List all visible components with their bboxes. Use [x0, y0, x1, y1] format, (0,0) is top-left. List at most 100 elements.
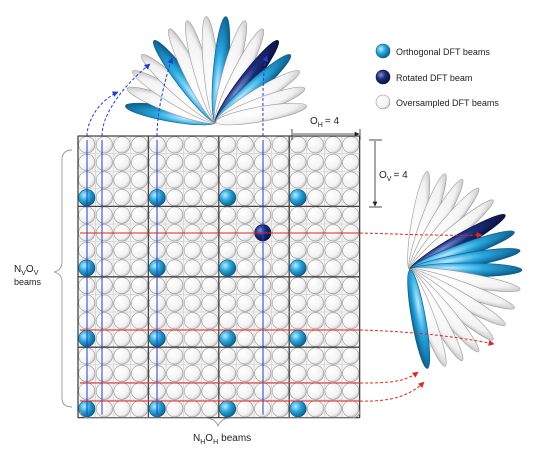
orthogonal-beam-dot: [289, 329, 307, 347]
oversampled-beam-dot: [271, 365, 289, 383]
nhoh-brace: NHOH beams: [79, 409, 361, 446]
oversampled-beam-dot: [201, 400, 219, 418]
right-beam-fan: [407, 171, 523, 369]
oversampled-beam-dot: [271, 294, 289, 312]
oversampled-beam-dot: [166, 189, 184, 207]
oversampled-beam-dot: [166, 153, 184, 171]
oversampled-beam-dot: [219, 241, 237, 259]
oversampled-beam-dot: [201, 171, 219, 189]
oversampled-beam-dot: [131, 294, 149, 312]
oversampled-beam-dot: [236, 259, 254, 277]
orthogonal-beam-dot: [289, 400, 307, 418]
oversampled-beam-dot: [219, 171, 237, 189]
oversampled-beam-dot: [271, 206, 289, 224]
oversampled-beam-dot: [236, 153, 254, 171]
oversampled-beam-dot: [236, 382, 254, 400]
oversampled-beam-dot: [113, 329, 131, 347]
oversampled-beam-dot: [289, 294, 307, 312]
oversampled-beam-dot: [183, 189, 201, 207]
oversampled-beam-dot: [201, 329, 219, 347]
legend: Orthogonal DFT beams Rotated DFT beam Ov…: [375, 43, 499, 110]
nvov-brace: NVOV beams: [14, 149, 73, 408]
oversampled-beam-dot: [307, 171, 325, 189]
oversampled-beam-dot: [236, 206, 254, 224]
oversampled-beam-dot: [166, 241, 184, 259]
oversampled-beam-dot: [95, 329, 113, 347]
oversampled-beam-dot: [307, 294, 325, 312]
oversampled-beam-dot: [307, 206, 325, 224]
red-dashed-arrow: [359, 371, 419, 384]
oversampled-beam-dot: [95, 189, 113, 207]
oversampled-beam-dot: [183, 365, 201, 383]
oversampled-beam-dot: [271, 189, 289, 207]
oversampled-beam-dot: [307, 312, 325, 330]
oversampled-beam-dot: [324, 189, 342, 207]
oversampled-beam-dot: [307, 277, 325, 295]
oversampled-beam-dot: [342, 241, 360, 259]
oversampled-beam-dot: [236, 312, 254, 330]
oversampled-beam-dot: [113, 241, 131, 259]
oversampled-beam-dot: [289, 241, 307, 259]
oversampled-beam-dot: [219, 365, 237, 383]
oversampled-beam-dot: [342, 329, 360, 347]
oversampled-beam-dot: [95, 171, 113, 189]
oversampled-beam-dot: [236, 400, 254, 418]
oversampled-beam-dot: [201, 294, 219, 312]
oversampled-beam-dot: [307, 189, 325, 207]
oversampled-beam-dot: [131, 206, 149, 224]
oversampled-beam-dot: [201, 277, 219, 295]
legend-orthogonal-label: Orthogonal DFT beams: [396, 47, 490, 57]
oversampled-beam-dot: [289, 312, 307, 330]
oversampled-beam-dot: [342, 136, 360, 154]
oversampled-beam-dot: [307, 241, 325, 259]
oversampled-beam-dot: [131, 189, 149, 207]
oversampled-beam-dot: [236, 347, 254, 365]
oversampled-beam-dot: [271, 171, 289, 189]
oh-label: OH = 4: [310, 116, 339, 129]
oversampled-beam-dot: [183, 259, 201, 277]
orthogonal-beam-dot: [289, 259, 307, 277]
oversampled-beam-dot: [324, 241, 342, 259]
legend-rotated-dot: [375, 69, 391, 85]
oversampled-beam-dot: [201, 241, 219, 259]
oversampled-beam-dot: [307, 365, 325, 383]
oversampled-beam-dot: [131, 171, 149, 189]
oversampled-beam-dot: [271, 347, 289, 365]
oversampled-beam-dot: [166, 312, 184, 330]
oversampled-beam-dot: [307, 153, 325, 171]
oversampled-beam-dot: [201, 259, 219, 277]
oversampled-beam-dot: [289, 171, 307, 189]
oversampled-beam-dot: [289, 277, 307, 295]
oversampled-beam-dot: [113, 294, 131, 312]
oversampled-beam-dot: [166, 294, 184, 312]
oversampled-beam-dot: [131, 153, 149, 171]
oversampled-beam-dot: [324, 206, 342, 224]
oversampled-beam-dot: [219, 294, 237, 312]
oversampled-beam-dot: [131, 136, 149, 154]
oversampled-beam-dot: [271, 241, 289, 259]
legend-oversampled-dot: [375, 94, 391, 110]
oversampled-beam-dot: [166, 347, 184, 365]
orthogonal-beam-dot: [219, 329, 237, 347]
oversampled-beam-dot: [183, 206, 201, 224]
oversampled-beam-dot: [201, 365, 219, 383]
oversampled-beam-dot: [342, 312, 360, 330]
oversampled-beam-dot: [307, 329, 325, 347]
red-dashed-arrow: [359, 329, 495, 346]
oversampled-beam-dot: [324, 153, 342, 171]
oversampled-beam-dot: [131, 312, 149, 330]
oversampled-beam-dot: [219, 206, 237, 224]
oversampled-beam-dot: [113, 153, 131, 171]
oversampled-beam-dot: [219, 382, 237, 400]
oversampled-beam-lobe: [215, 102, 307, 126]
oversampled-beam-dot: [271, 400, 289, 418]
oversampled-beam-dot: [113, 206, 131, 224]
oversampled-beam-dot: [324, 365, 342, 383]
oversampled-beam-dot: [324, 277, 342, 295]
oversampled-beam-dot: [183, 347, 201, 365]
oversampled-beam-dot: [342, 259, 360, 277]
oversampled-beam-dot: [113, 312, 131, 330]
oversampled-beam-dot: [271, 153, 289, 171]
oversampled-beam-dot: [183, 382, 201, 400]
